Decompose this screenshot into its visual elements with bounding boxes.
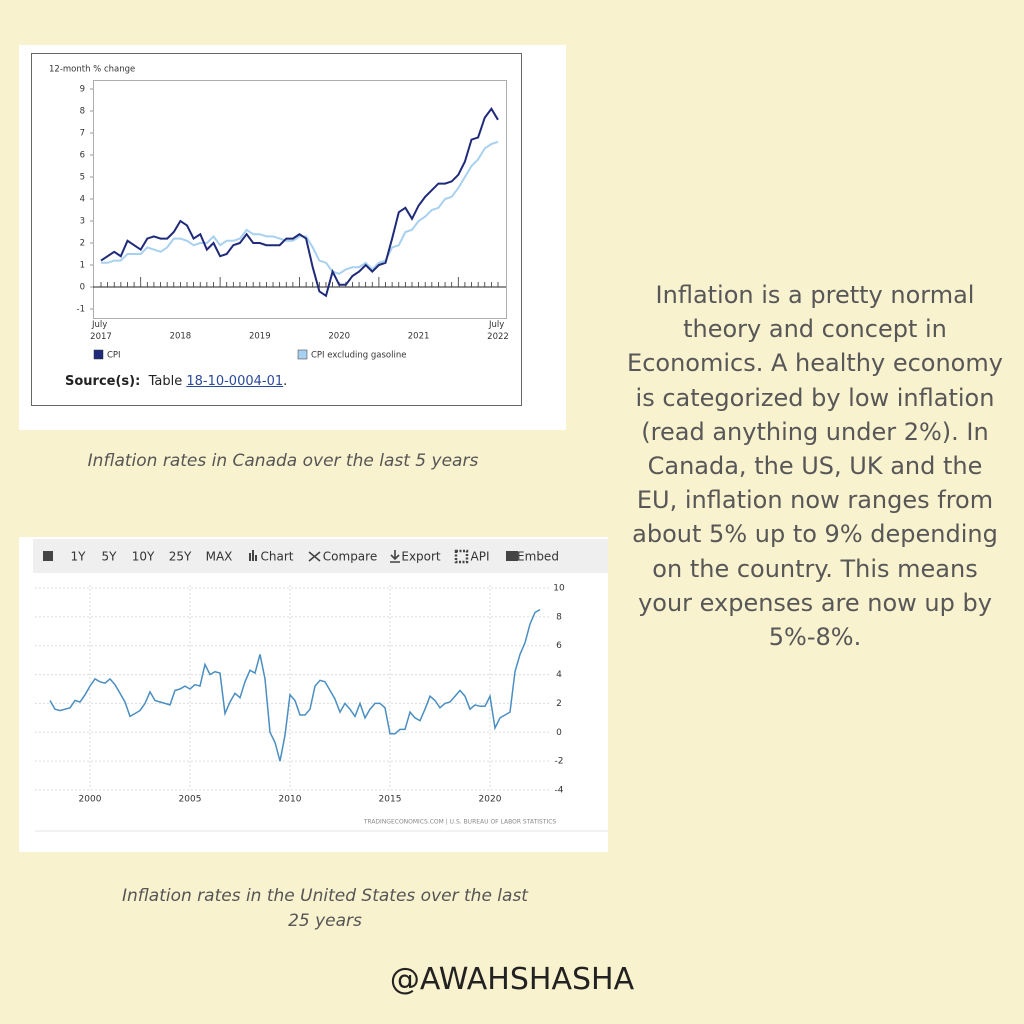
y-tick-label: 0 bbox=[80, 283, 85, 293]
y-tick-label: 7 bbox=[80, 129, 85, 139]
y-tick-label: 8 bbox=[80, 107, 85, 117]
toolbar-item[interactable]: 5Y bbox=[102, 550, 118, 564]
plot-frame bbox=[93, 80, 507, 319]
y-tick-label: 2 bbox=[80, 239, 85, 249]
line-series bbox=[101, 140, 499, 275]
x-tick-label: 2019 bbox=[249, 332, 271, 342]
line-series bbox=[100, 107, 499, 298]
y-tick-label: 5 bbox=[80, 173, 85, 183]
y-tick-label: 6 bbox=[80, 151, 85, 161]
toolbar-item[interactable]: API bbox=[471, 550, 490, 564]
x-tick-label: 2020 bbox=[479, 795, 502, 805]
legend-label: CPI bbox=[107, 351, 121, 361]
chart-icon bbox=[255, 555, 257, 561]
y-tick-label: 6 bbox=[556, 641, 562, 651]
y-tick-label: 0 bbox=[556, 728, 562, 738]
legend-swatch bbox=[93, 349, 104, 360]
source: Source(s): Table 18-10-0004-01. bbox=[65, 374, 287, 389]
y-tick-label: -4 bbox=[555, 786, 564, 796]
chart-icon bbox=[252, 550, 254, 561]
y-tick-label: 9 bbox=[80, 85, 85, 95]
source-text: Table bbox=[148, 374, 183, 389]
y-tick-label: 2 bbox=[556, 699, 562, 709]
legend-swatch bbox=[297, 349, 308, 360]
chart-icon bbox=[249, 553, 251, 561]
y-tick-label: 10 bbox=[553, 584, 565, 594]
legend-label: CPI excluding gasoline bbox=[311, 351, 406, 361]
embed-icon bbox=[506, 551, 518, 561]
y-axis-label: 12-month % change bbox=[49, 65, 135, 75]
handle: @AWAHSHASHA bbox=[389, 962, 635, 997]
calendar-icon[interactable] bbox=[43, 551, 53, 561]
credit: TRADINGECONOMICS.COM | U.S. BUREAU OF LA… bbox=[363, 819, 557, 826]
x-tick-label: 2005 bbox=[179, 795, 202, 805]
y-tick-label: 1 bbox=[80, 261, 85, 271]
caption: Inflation rates in the United States ove… bbox=[122, 886, 528, 931]
toolbar-item[interactable]: 25Y bbox=[169, 550, 192, 564]
api-icon bbox=[454, 549, 469, 564]
x-tick-label: 2020 bbox=[328, 332, 350, 342]
y-tick-label: 4 bbox=[80, 195, 85, 205]
x-tick-label: 2015 bbox=[379, 795, 402, 805]
us-chart: 1Y 5Y 10Y 25Y MAX Chart Compare Export API Embed -… bbox=[19, 537, 608, 852]
canada-chart: 12-month % change -1 0 1 2 3 4 5 6 7 8 9 July 2017 2… bbox=[19, 45, 566, 430]
source-label: Source(s): bbox=[65, 374, 141, 389]
caption: Inflation rates in Canada over the last … bbox=[87, 451, 479, 471]
source-link[interactable]: 18-10-0004-01 bbox=[186, 374, 284, 389]
toolbar-item[interactable]: 1Y bbox=[71, 550, 87, 564]
toolbar-item[interactable]: Chart bbox=[261, 550, 294, 564]
x-tick-label: July 2017 bbox=[90, 320, 112, 342]
x-tick-label: July 2022 bbox=[487, 320, 509, 342]
toolbar-item[interactable]: 10Y bbox=[132, 550, 155, 564]
x-tick-label: 2000 bbox=[79, 795, 102, 805]
x-tick-label: 2018 bbox=[170, 332, 192, 342]
source-end: . bbox=[283, 374, 288, 389]
y-tick-label: 3 bbox=[80, 217, 85, 227]
toolbar-item[interactable]: MAX bbox=[206, 550, 233, 564]
y-tick-label: 4 bbox=[556, 670, 562, 680]
toolbar-item[interactable]: Export bbox=[401, 550, 441, 564]
y-tick-label: -2 bbox=[555, 757, 564, 767]
y-tick-label: 8 bbox=[556, 612, 562, 622]
toolbar-item[interactable]: Embed bbox=[517, 550, 559, 564]
chart-card bbox=[19, 45, 566, 430]
y-tick-label: -1 bbox=[77, 305, 85, 315]
export-icon bbox=[390, 550, 400, 563]
compare-icon bbox=[308, 551, 321, 562]
x-tick-label: 2010 bbox=[279, 795, 302, 805]
chart-frame bbox=[31, 53, 522, 406]
toolbar-item[interactable]: Compare bbox=[323, 550, 377, 564]
body-text: Inflation is a pretty normal theory and … bbox=[627, 281, 1003, 652]
line-series bbox=[49, 608, 541, 762]
x-tick-label: 2021 bbox=[408, 332, 430, 342]
